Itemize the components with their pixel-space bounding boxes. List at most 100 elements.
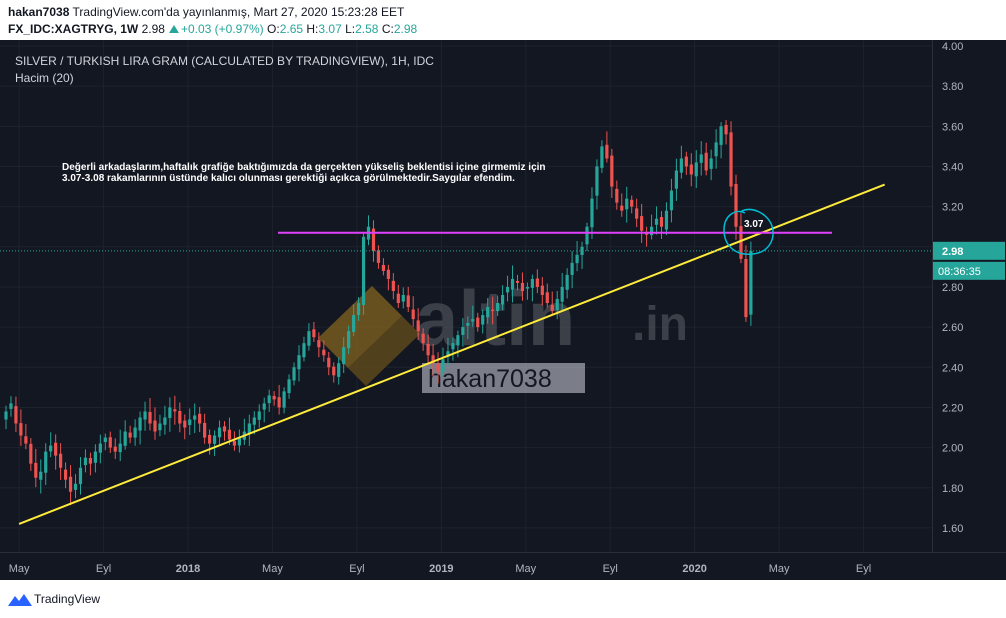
candle xyxy=(481,309,485,334)
candle xyxy=(322,340,326,362)
low-value: 2.58 xyxy=(355,22,379,36)
candles xyxy=(4,120,753,506)
tradingview-logo-icon xyxy=(8,594,32,606)
candle xyxy=(78,457,83,495)
svg-text:08:36:35: 08:36:35 xyxy=(938,266,981,278)
candle xyxy=(371,220,376,262)
candle xyxy=(635,198,639,228)
trend-line[interactable] xyxy=(18,183,886,525)
candle xyxy=(510,265,515,303)
candle xyxy=(98,434,102,464)
candle xyxy=(694,150,698,189)
candle xyxy=(749,241,753,326)
candle xyxy=(684,151,688,175)
chart-title: SILVER / TURKISH LIRA GRAM (CALCULATED B… xyxy=(15,54,434,68)
candle xyxy=(282,387,286,414)
candle xyxy=(252,411,256,435)
x-tick-label: May xyxy=(769,563,790,575)
candle xyxy=(337,357,341,385)
y-tick-label: 2.00 xyxy=(942,443,963,455)
price-axis[interactable]: 4.003.803.603.403.203.002.802.602.402.20… xyxy=(932,40,1006,580)
candle xyxy=(669,178,674,223)
x-tick-label: 2020 xyxy=(682,563,706,575)
candle xyxy=(640,203,644,243)
candle xyxy=(118,429,122,462)
candle xyxy=(212,430,217,456)
candle xyxy=(198,406,202,433)
last-price: 2.98 xyxy=(141,22,165,36)
open-label: O: xyxy=(267,22,280,36)
x-tick-label: Eyl xyxy=(856,563,871,575)
candle xyxy=(193,403,197,434)
grid-lines xyxy=(0,40,932,552)
candle xyxy=(68,465,73,506)
candle xyxy=(615,180,619,210)
candle xyxy=(709,149,713,181)
candle xyxy=(178,402,182,433)
candle xyxy=(9,396,13,417)
candle xyxy=(744,245,748,322)
candle xyxy=(585,222,589,251)
annotation-line-2: 3.07-3.08 rakamlarının üstünde kalıcı ol… xyxy=(62,173,515,184)
candle xyxy=(580,241,584,270)
candle xyxy=(386,264,390,291)
candle xyxy=(431,343,435,377)
candle xyxy=(401,287,405,309)
highlight-circle[interactable] xyxy=(723,208,774,255)
current-price-tag: 2.98 xyxy=(933,241,1005,260)
altin-logo-icon xyxy=(318,286,420,386)
candle xyxy=(93,444,97,473)
candle xyxy=(714,129,718,169)
drawings[interactable]: 3.07 xyxy=(0,183,932,525)
candle xyxy=(342,337,346,374)
candle xyxy=(689,153,693,187)
y-tick-label: 2.60 xyxy=(942,322,963,334)
candle xyxy=(446,337,450,367)
candle xyxy=(73,474,78,499)
candle xyxy=(277,385,281,415)
candle xyxy=(451,337,455,361)
candle xyxy=(486,298,490,324)
chart-area[interactable]: altin .in hakan7038 3.07 SILVER / TURKIS… xyxy=(0,40,1006,580)
price-chart[interactable]: altin .in hakan7038 3.07 SILVER / TURKIS… xyxy=(0,40,1006,580)
candle xyxy=(570,251,574,289)
candle xyxy=(391,273,395,300)
y-tick-label: 3.80 xyxy=(942,81,963,93)
candle xyxy=(734,174,738,240)
candle xyxy=(158,414,162,437)
candle xyxy=(128,425,132,444)
candle xyxy=(550,291,554,316)
volume-indicator-label[interactable]: Hacim (20) xyxy=(15,71,74,85)
candle xyxy=(729,121,733,196)
candle xyxy=(724,120,728,145)
candle xyxy=(381,258,386,276)
symbol-label[interactable]: FX_IDC:XAGTRYG, 1W xyxy=(8,22,139,36)
candle xyxy=(630,195,634,214)
candle xyxy=(108,431,112,453)
candle xyxy=(143,401,147,431)
candle xyxy=(416,308,420,341)
candle xyxy=(654,206,659,235)
candle xyxy=(287,374,291,399)
tradingview-brand[interactable]: TradingView xyxy=(34,592,101,606)
author-name[interactable]: hakan7038 xyxy=(8,5,70,19)
countdown-tag: 08:36:35 xyxy=(933,261,1005,280)
candle xyxy=(232,431,237,451)
x-tick-label: 2019 xyxy=(429,563,453,575)
candle xyxy=(540,277,544,306)
candle xyxy=(605,131,609,163)
y-tick-label: 3.20 xyxy=(942,202,963,214)
candle xyxy=(54,434,58,470)
candle xyxy=(217,420,222,445)
candle xyxy=(168,397,172,432)
open-value: 2.65 xyxy=(279,22,304,36)
candle xyxy=(83,449,88,473)
time-axis[interactable]: May Eyl 2018 May Eyl 2019 May Eyl 2020 May Eyl xyxy=(0,552,1006,576)
x-tick-label: Eyl xyxy=(349,563,364,575)
candle xyxy=(183,414,187,440)
watermark-brand: altin xyxy=(415,274,575,362)
level-label: 3.07 xyxy=(744,219,764,230)
candle xyxy=(649,214,654,240)
y-tick-label: 3.60 xyxy=(942,121,963,133)
candle xyxy=(366,215,371,246)
